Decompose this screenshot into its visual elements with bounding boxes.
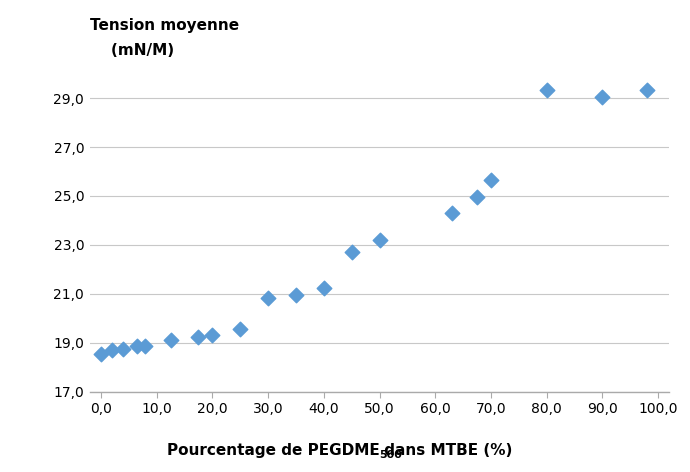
Text: 500: 500 bbox=[380, 449, 402, 460]
Point bbox=[235, 326, 246, 333]
Point bbox=[140, 343, 151, 350]
Point bbox=[207, 332, 218, 339]
Point bbox=[132, 343, 143, 350]
Point bbox=[95, 350, 106, 358]
Text: Pourcentage de PEGDME: Pourcentage de PEGDME bbox=[167, 443, 380, 458]
Point bbox=[117, 345, 128, 353]
Point bbox=[262, 294, 273, 301]
Text: (mN/M): (mN/M) bbox=[90, 43, 174, 58]
Point bbox=[471, 194, 482, 201]
Text: dans MTBE (%): dans MTBE (%) bbox=[380, 443, 513, 458]
Point bbox=[106, 346, 117, 354]
Point bbox=[165, 337, 176, 344]
Point bbox=[446, 209, 457, 217]
Text: Tension moyenne: Tension moyenne bbox=[90, 18, 239, 34]
Point bbox=[642, 86, 653, 93]
Point bbox=[374, 236, 385, 244]
Point bbox=[193, 333, 204, 340]
Point bbox=[541, 86, 552, 93]
Point bbox=[290, 291, 302, 299]
Point bbox=[486, 176, 497, 184]
Point bbox=[318, 284, 329, 292]
Point bbox=[597, 93, 608, 101]
Point bbox=[346, 248, 357, 256]
